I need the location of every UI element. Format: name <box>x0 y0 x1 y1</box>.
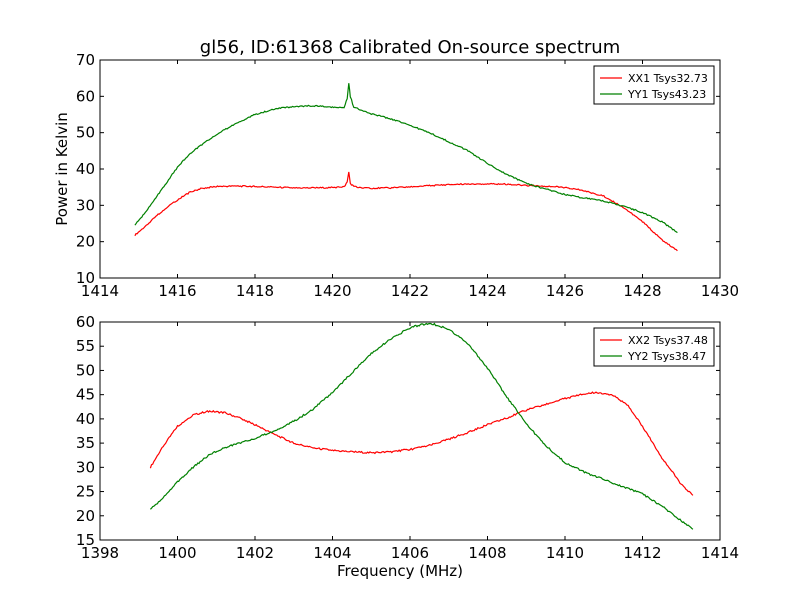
y-tick-label: 55 <box>76 337 95 355</box>
y-axis-label: Power in Kelvin <box>53 112 71 226</box>
legend-frame <box>593 65 715 105</box>
x-tick-label: 1416 <box>158 282 196 300</box>
y-tick-label: 30 <box>76 458 95 476</box>
y-tick-label: 60 <box>76 313 95 331</box>
y-tick-label: 25 <box>76 483 95 501</box>
series-line <box>149 322 694 530</box>
legend: XX2 Tsys37.48 YY2 Tsys38.47 <box>593 327 715 367</box>
x-tick-label: 1406 <box>391 544 429 562</box>
x-axis-label: Frequency (MHz) <box>337 562 463 580</box>
x-tick-label: 1422 <box>391 282 429 300</box>
x-tick-label: 1424 <box>468 282 506 300</box>
y-tick-label: 50 <box>76 361 95 379</box>
bottom-axes: 1398 1400 1402 1404 1406 1408 1410 1412 1414 15 20… <box>76 313 739 580</box>
x-tick-label: 1412 <box>623 544 661 562</box>
legend-entry-label: XX1 Tsys32.73 <box>628 72 708 85</box>
y-tick-label: 60 <box>76 87 95 105</box>
x-tick-label: 1414 <box>81 282 119 300</box>
x-tick-label: 1404 <box>313 544 351 562</box>
series-line <box>134 83 678 234</box>
x-tick-label: 1430 <box>701 282 739 300</box>
x-tick-label: 1410 <box>546 544 584 562</box>
y-tick-label: 40 <box>76 410 95 428</box>
x-tick-label: 1420 <box>313 282 351 300</box>
legend-entry-label: XX2 Tsys37.48 <box>628 334 708 347</box>
series-line <box>134 171 678 252</box>
x-tick-label: 1428 <box>623 282 661 300</box>
chart-title: gl56, ID:61368 Calibrated On-source spec… <box>200 37 620 58</box>
legend-entry-label: YY1 Tsys43.23 <box>627 88 706 101</box>
y-tick-label: 30 <box>76 196 95 214</box>
x-tick-label: 1408 <box>468 544 506 562</box>
y-tick-label: 10 <box>76 269 95 287</box>
legend-frame <box>593 327 715 367</box>
y-tick-label: 45 <box>76 386 95 404</box>
y-tick-label: 15 <box>76 531 95 549</box>
series-line <box>149 391 694 496</box>
y-tick-label: 35 <box>76 434 95 452</box>
x-tick-label: 1402 <box>236 544 274 562</box>
legend: XX1 Tsys32.73 YY1 Tsys43.23 <box>593 65 715 105</box>
x-tick-label: 1414 <box>701 544 739 562</box>
y-tick-label: 20 <box>76 233 95 251</box>
y-tick-label: 40 <box>76 160 95 178</box>
x-tick-label: 1400 <box>158 544 196 562</box>
x-tick-label: 1426 <box>546 282 584 300</box>
top-axes: 1414 1416 1418 1420 1422 1424 1426 1428 1430 10 20… <box>53 51 739 300</box>
y-tick-label: 20 <box>76 507 95 525</box>
legend-entry-label: YY2 Tsys38.47 <box>627 350 706 363</box>
x-tick-label: 1398 <box>81 544 119 562</box>
y-tick-label: 70 <box>76 51 95 69</box>
x-tick-label: 1418 <box>236 282 274 300</box>
y-tick-label: 50 <box>76 124 95 142</box>
